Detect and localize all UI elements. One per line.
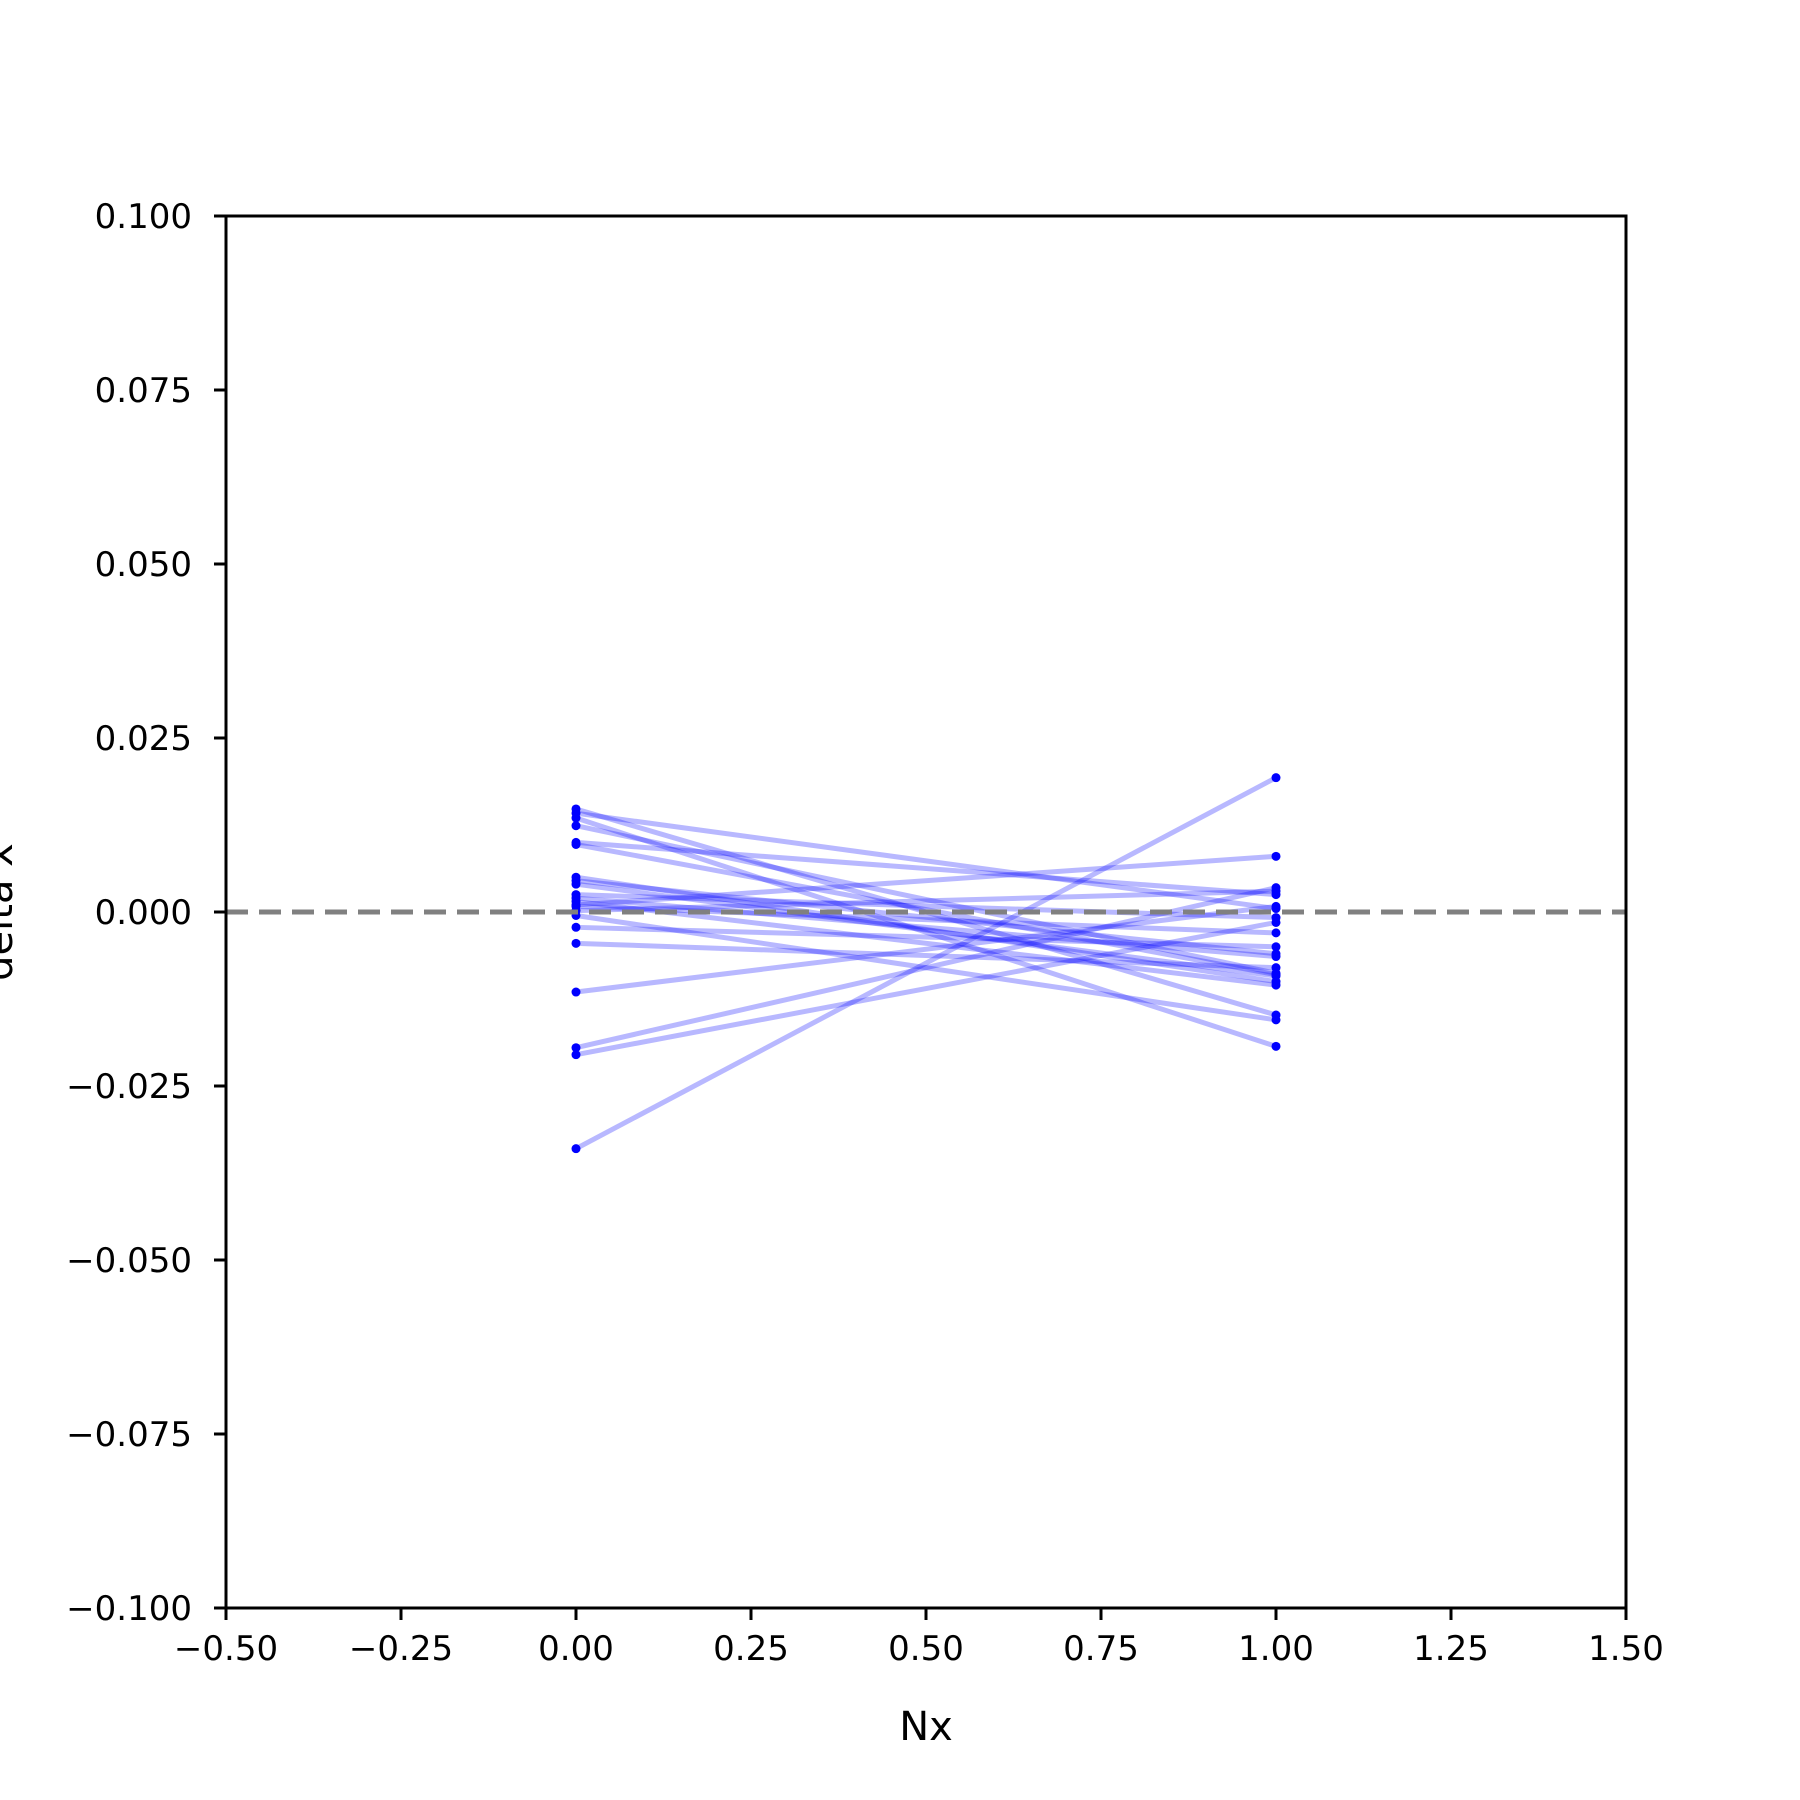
series-line [575, 899, 1277, 988]
data-point [1271, 963, 1281, 973]
y-tick-label: 0.100 [95, 197, 192, 237]
y-tick-label: 0.050 [95, 545, 192, 585]
data-point [1271, 917, 1281, 927]
x-tick-label: 0.25 [713, 1629, 789, 1669]
x-tick-label: 0.50 [888, 1629, 964, 1669]
data-layer [571, 773, 1281, 1154]
series-21 [571, 773, 1281, 1154]
x-tick-label: −0.50 [174, 1629, 278, 1669]
data-point [1271, 928, 1281, 938]
series-22 [571, 851, 1281, 910]
series-line [575, 940, 1277, 971]
data-point [571, 821, 581, 831]
plot-area [224, 214, 1628, 1610]
x-tick-label: 0.75 [1063, 1629, 1139, 1669]
series-line [575, 839, 1277, 898]
data-point [571, 1144, 581, 1154]
x-axis-label: Nx [899, 1704, 953, 1750]
series-9 [571, 879, 1281, 981]
y-tick-label: 0.025 [95, 719, 192, 759]
series-20 [571, 917, 1281, 1060]
series-line [575, 815, 1277, 1049]
data-point [571, 813, 581, 823]
data-point [1271, 851, 1281, 861]
series-line [575, 919, 1277, 1058]
data-point [1271, 901, 1281, 911]
y-axis-label: delta x [0, 843, 22, 981]
data-point [1271, 971, 1281, 981]
series-line [575, 853, 1277, 908]
y-tick-label: −0.075 [66, 1415, 192, 1455]
x-tick-label: 1.50 [1588, 1629, 1664, 1669]
y-tick-label: 0.075 [95, 371, 192, 411]
data-point [1271, 942, 1281, 952]
x-tick-label: −0.25 [349, 1629, 453, 1669]
y-axis: 0.100 0.075 0.050 0.025 0.000 −0.025 −0.050 −0.… [66, 197, 226, 1629]
x-tick-label: 1.00 [1238, 1629, 1314, 1669]
series-line [574, 775, 1278, 1151]
data-point [571, 1043, 581, 1053]
data-point [571, 900, 581, 910]
data-point [1271, 952, 1281, 962]
series-line [575, 903, 1277, 995]
series-16 [571, 922, 1281, 952]
data-point [1271, 1015, 1281, 1025]
y-tick-label: −0.100 [66, 1589, 192, 1629]
x-axis: −0.50 −0.25 0.00 0.25 0.50 0.75 1.00 1.25 1.50 [174, 1608, 1664, 1669]
series-line [575, 874, 1277, 985]
series-line [575, 924, 1277, 950]
data-point [571, 938, 581, 948]
data-point [1271, 883, 1281, 893]
data-point [1271, 773, 1281, 783]
series-line [575, 878, 1277, 957]
series-line [575, 913, 1277, 1023]
data-point [571, 839, 581, 849]
y-tick-label: 0.000 [95, 893, 192, 933]
series-line [575, 810, 1277, 911]
series-line [575, 895, 1277, 960]
series-18 [571, 901, 1281, 997]
y-tick-label: −0.050 [66, 1241, 192, 1281]
series-17 [571, 938, 1281, 973]
data-point [571, 922, 581, 932]
data-point [571, 987, 581, 997]
data-point [571, 879, 581, 889]
x-tick-label: 1.25 [1413, 1629, 1489, 1669]
series-line [575, 888, 1277, 914]
series-line [575, 881, 1277, 979]
series-line [575, 823, 1277, 976]
series-3 [571, 813, 1281, 1051]
x-tick-label: 0.00 [538, 1629, 614, 1669]
data-point [1271, 980, 1281, 990]
data-point [1271, 1041, 1281, 1051]
data-point [571, 1050, 581, 1060]
y-tick-label: −0.025 [66, 1067, 192, 1107]
